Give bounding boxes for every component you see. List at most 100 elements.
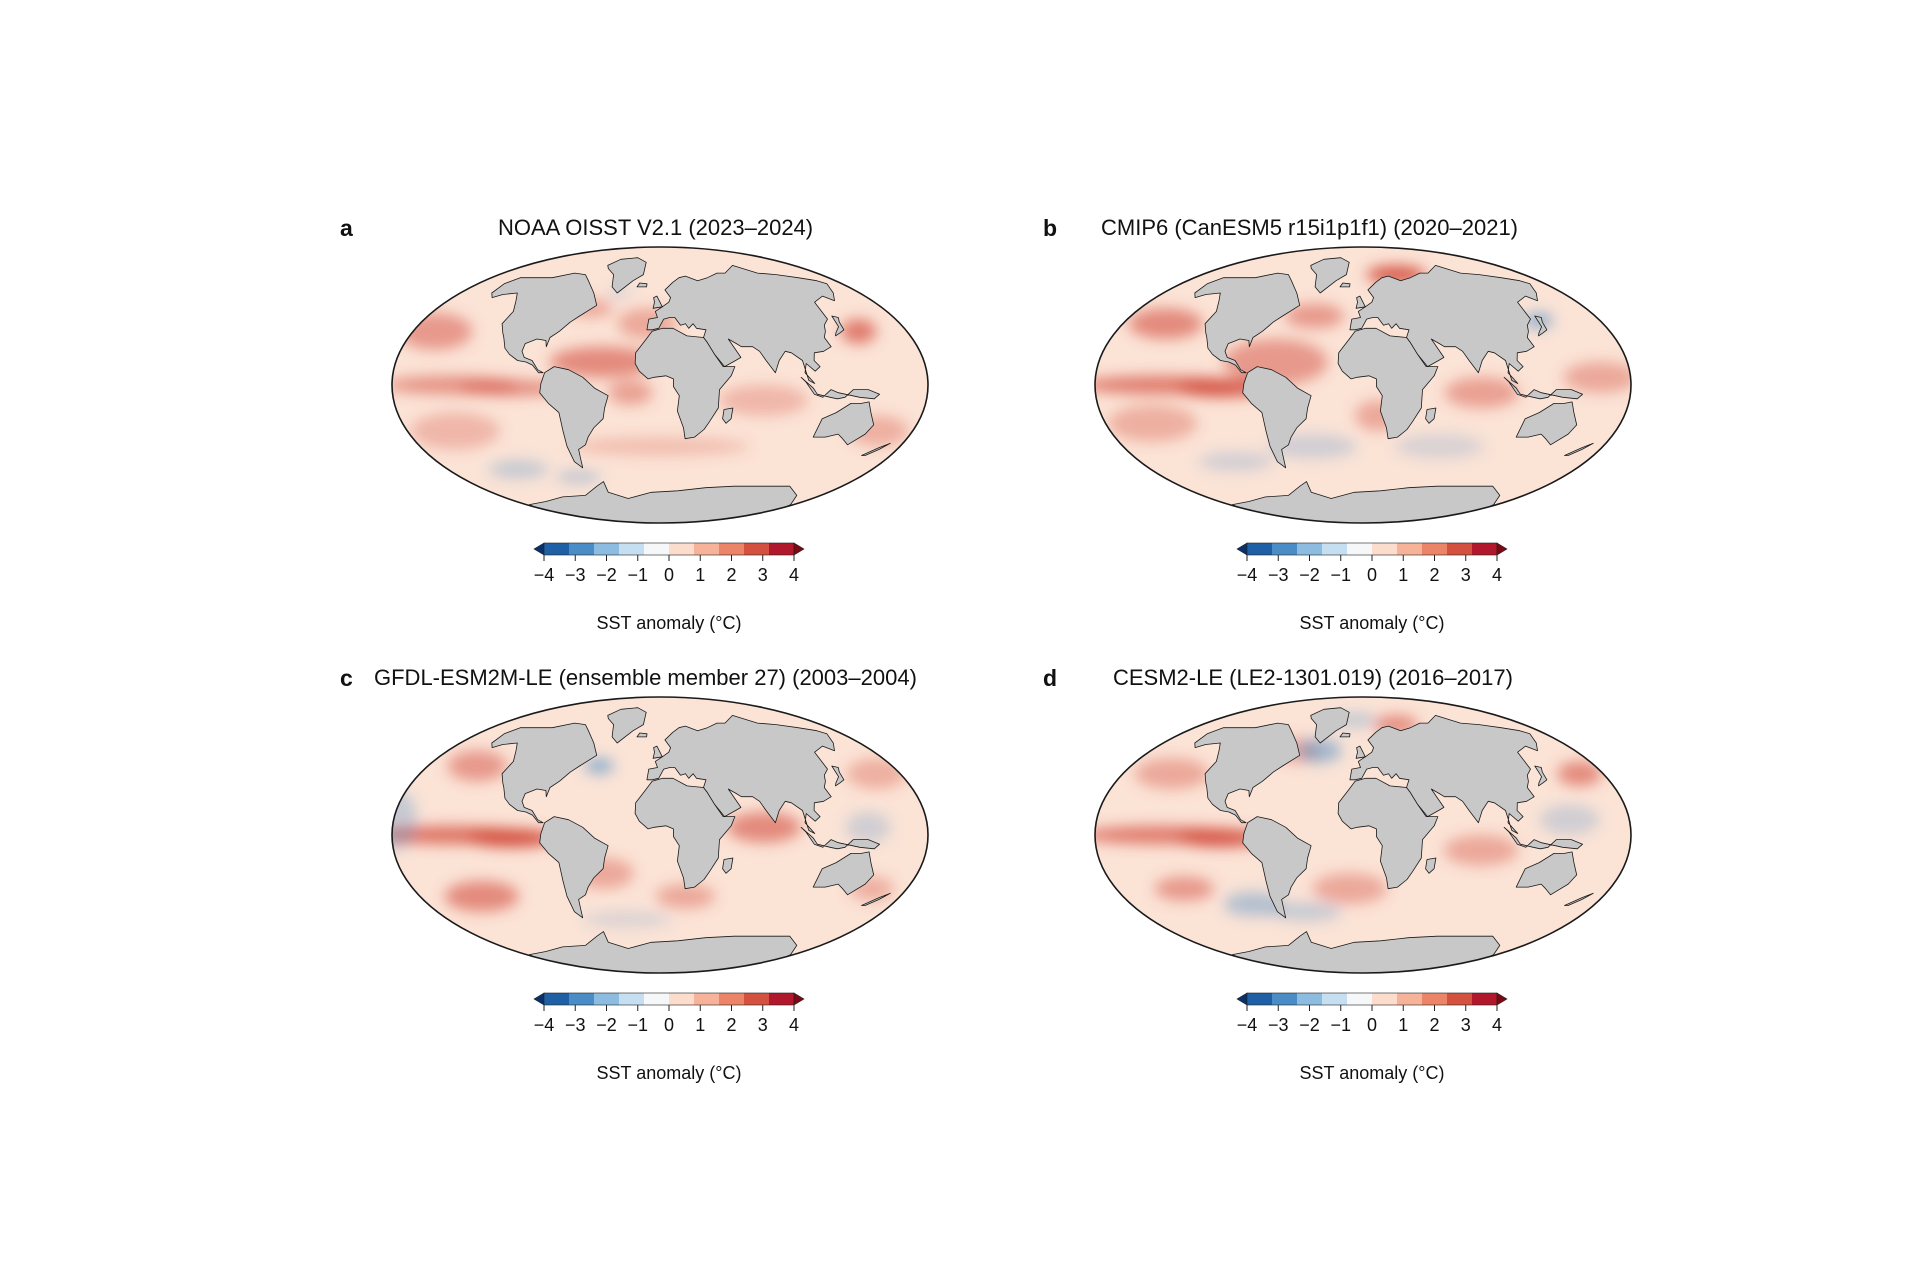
colorbar-swatch bbox=[719, 543, 745, 555]
colorbar-extend-low bbox=[1236, 542, 1248, 556]
colorbar-tick-label: 0 bbox=[1367, 1015, 1377, 1035]
warm-anomaly bbox=[1444, 377, 1520, 408]
colorbar-swatch bbox=[644, 993, 670, 1005]
map-c bbox=[391, 696, 929, 974]
colorbar-extend-high bbox=[793, 542, 805, 556]
land-iceland bbox=[1339, 732, 1351, 738]
cool-anomaly bbox=[607, 286, 632, 300]
warm-anomaly bbox=[466, 828, 556, 848]
colorbar-swatch bbox=[619, 993, 645, 1005]
land-eurasia bbox=[646, 264, 835, 384]
land-madagascar bbox=[722, 407, 734, 424]
colorbar-b: −4 −3 −2 −1 0 1 2 3 4 bbox=[1236, 542, 1508, 585]
panel-title-d: CESM2-LE (LE2-1301.019) (2016–2017) bbox=[1113, 665, 1513, 690]
land-new-zealand bbox=[861, 892, 891, 906]
warm-anomaly bbox=[840, 319, 877, 344]
colorbar-tick-label: −2 bbox=[596, 1015, 617, 1035]
colorbar-tick-label: −2 bbox=[1299, 565, 1320, 585]
colorbar-swatch bbox=[694, 993, 720, 1005]
land-australia bbox=[812, 401, 875, 446]
colorbar-tick-label: 1 bbox=[1398, 1015, 1408, 1035]
colorbar-tick-label: −4 bbox=[534, 1015, 555, 1035]
colorbar-tick-label: 1 bbox=[695, 565, 705, 585]
land-greenland bbox=[607, 707, 647, 744]
land-south-america bbox=[1242, 816, 1312, 919]
land-uk bbox=[652, 745, 663, 759]
warm-anomaly bbox=[397, 312, 473, 350]
warm-anomaly bbox=[1284, 303, 1345, 329]
warm-anomaly bbox=[549, 346, 654, 378]
colorbar-swatch bbox=[1297, 993, 1323, 1005]
land-eurasia bbox=[646, 714, 835, 834]
colorbar-swatch bbox=[1372, 993, 1398, 1005]
warm-anomaly bbox=[410, 412, 500, 450]
colorbar-tick-label: 2 bbox=[726, 565, 736, 585]
colorbar-swatch bbox=[1472, 993, 1498, 1005]
colorbar-tick-label: 2 bbox=[1429, 565, 1439, 585]
colorbar-tick-label: 3 bbox=[758, 1015, 768, 1035]
land-australia bbox=[812, 851, 875, 896]
panel-letter-c: c bbox=[340, 665, 353, 691]
panel-letter-a: a bbox=[340, 215, 353, 241]
land-north-america bbox=[491, 722, 598, 824]
land-uk bbox=[652, 295, 663, 309]
colorbar-swatch bbox=[1272, 543, 1298, 555]
colorbar-swatch bbox=[744, 993, 770, 1005]
colorbar-swatch bbox=[1247, 543, 1273, 555]
colorbar-swatch bbox=[594, 543, 620, 555]
warm-anomaly bbox=[846, 758, 907, 789]
colorbar-swatch bbox=[1447, 993, 1473, 1005]
globe-outline bbox=[391, 246, 929, 524]
colorbar-tick-label: −2 bbox=[596, 565, 617, 585]
land-antarctica bbox=[528, 481, 798, 523]
land-greenland bbox=[1310, 707, 1350, 744]
colorbar-swatch bbox=[669, 543, 695, 555]
colorbar-swatch bbox=[544, 543, 570, 555]
land-antarctica bbox=[528, 931, 798, 973]
colorbar-tick-label: 4 bbox=[789, 565, 799, 585]
globe-outline bbox=[1094, 696, 1632, 974]
colorbar-tick-label: 1 bbox=[695, 1015, 705, 1035]
land-south-america bbox=[1242, 366, 1312, 469]
colorbar-swatch bbox=[544, 993, 570, 1005]
land-madagascar bbox=[1425, 407, 1437, 424]
warm-anomaly bbox=[726, 812, 802, 843]
land-madagascar bbox=[1425, 857, 1437, 874]
colorbar-extend-high bbox=[1496, 542, 1508, 556]
land-indonesia bbox=[1503, 826, 1584, 850]
panel-d: d CESM2-LE (LE2-1301.019) (2016–2017) −4… bbox=[1043, 665, 1743, 1085]
colorbar-swatch bbox=[1422, 543, 1448, 555]
land-iceland bbox=[1339, 282, 1351, 288]
colorbar-tick-label: −3 bbox=[1268, 565, 1289, 585]
cool-anomaly bbox=[584, 758, 614, 774]
land-indonesia bbox=[800, 826, 881, 850]
land-south-america bbox=[539, 366, 609, 469]
colorbar-a: −4 −3 −2 −1 0 1 2 3 4 bbox=[533, 542, 805, 585]
panel-a: a NOAA OISST V2.1 (2023–2024) −4 −3 −2 −1 0 1… bbox=[340, 215, 1040, 635]
land-north-america bbox=[1194, 272, 1301, 374]
colorbar-d: −4 −3 −2 −1 0 1 2 3 4 bbox=[1236, 992, 1508, 1035]
warm-anomaly bbox=[459, 380, 564, 396]
land-greenland bbox=[1310, 257, 1350, 294]
cool-anomaly bbox=[845, 812, 891, 843]
colorbar-swatch bbox=[1472, 543, 1498, 555]
colorbar-tick-label: 0 bbox=[664, 1015, 674, 1035]
cool-anomaly bbox=[1198, 452, 1273, 471]
colorbar-tick-label: 4 bbox=[1492, 565, 1502, 585]
warm-anomaly bbox=[718, 385, 808, 416]
globe-outline bbox=[1094, 246, 1632, 524]
colorbar-swatch bbox=[1347, 993, 1373, 1005]
colorbar-swatch bbox=[1297, 543, 1323, 555]
warm-anomaly bbox=[570, 437, 750, 456]
warm-anomaly bbox=[1563, 361, 1631, 393]
cool-anomaly bbox=[488, 460, 548, 479]
map-d bbox=[1094, 696, 1632, 974]
colorbar-tick-label: −1 bbox=[627, 1015, 648, 1035]
land-africa bbox=[1337, 777, 1439, 890]
colorbar-swatch bbox=[569, 543, 595, 555]
map-b bbox=[1094, 246, 1632, 524]
panel-c: c GFDL-ESM2M-LE (ensemble member 27) (20… bbox=[340, 665, 1040, 1085]
colorbar-swatch bbox=[669, 993, 695, 1005]
colorbar-label-c: SST anomaly (°C) bbox=[596, 1063, 742, 1083]
warm-anomaly bbox=[447, 750, 508, 782]
